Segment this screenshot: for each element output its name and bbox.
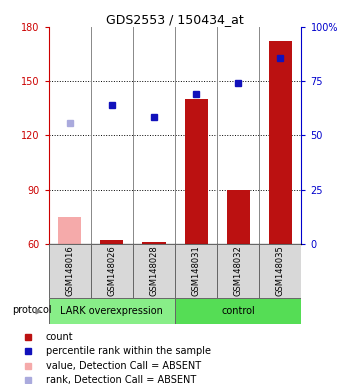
Bar bbox=[227, 190, 250, 244]
Text: GSM148026: GSM148026 bbox=[108, 245, 116, 296]
Text: GSM148035: GSM148035 bbox=[276, 245, 285, 296]
Text: GSM148031: GSM148031 bbox=[192, 245, 201, 296]
Bar bbox=[143, 242, 166, 244]
Text: GSM148016: GSM148016 bbox=[65, 245, 74, 296]
Text: protocol: protocol bbox=[12, 305, 52, 315]
Bar bbox=[259, 244, 301, 298]
Bar bbox=[49, 244, 91, 298]
Bar bbox=[100, 240, 123, 244]
Text: percentile rank within the sample: percentile rank within the sample bbox=[46, 346, 211, 356]
Bar bbox=[58, 217, 81, 244]
Text: control: control bbox=[221, 306, 255, 316]
Bar bbox=[184, 99, 208, 244]
Bar bbox=[175, 298, 301, 324]
Text: LARK overexpression: LARK overexpression bbox=[61, 306, 163, 316]
Bar bbox=[133, 244, 175, 298]
Text: GSM148032: GSM148032 bbox=[234, 245, 243, 296]
Bar bbox=[269, 41, 292, 244]
Bar bbox=[217, 244, 259, 298]
Text: count: count bbox=[46, 332, 74, 342]
Text: rank, Detection Call = ABSENT: rank, Detection Call = ABSENT bbox=[46, 375, 196, 384]
Bar bbox=[49, 298, 175, 324]
Text: GSM148028: GSM148028 bbox=[149, 245, 158, 296]
Bar bbox=[91, 244, 133, 298]
Text: value, Detection Call = ABSENT: value, Detection Call = ABSENT bbox=[46, 361, 201, 371]
Title: GDS2553 / 150434_at: GDS2553 / 150434_at bbox=[106, 13, 244, 26]
Bar bbox=[175, 244, 217, 298]
